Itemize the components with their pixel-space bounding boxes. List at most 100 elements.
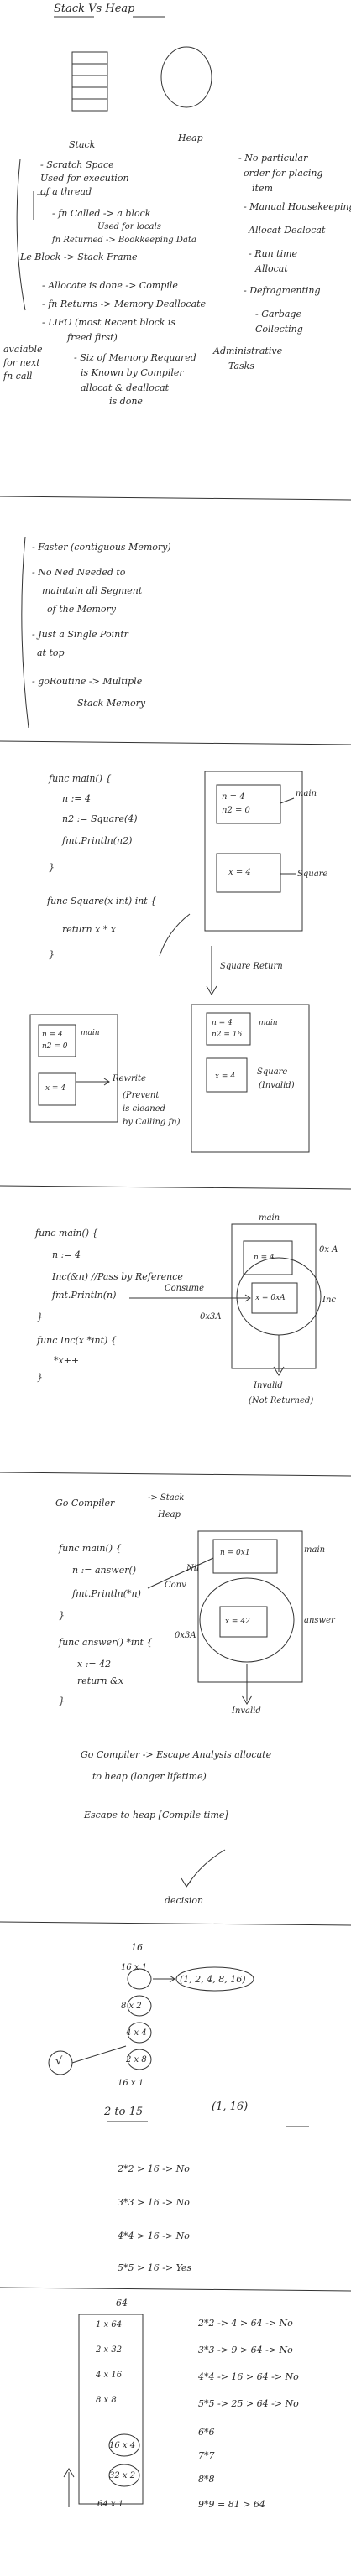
code-line: n2 := Square(4) — [62, 813, 138, 824]
heap-note: Collecting — [255, 324, 303, 335]
stack-advantage: - Just a Single Pointr — [32, 629, 128, 640]
code-line: n := 4 — [52, 1249, 81, 1260]
frame-main-mid — [38, 1024, 76, 1057]
decision-arrow — [186, 1849, 226, 1888]
frame-value: x = 0xA — [255, 1294, 286, 1302]
frame-value: x = 4 — [228, 868, 251, 877]
stack-note: - fn Called -> a block — [52, 208, 151, 219]
side-note: avaiable — [3, 344, 43, 355]
factor-pair: 16 x 1 — [118, 2079, 144, 2088]
stack-note: - fn Returns -> Memory Deallocate — [42, 299, 207, 309]
frame-main-after — [206, 1012, 251, 1046]
compiler-note: Escape to heap [Compile time] — [84, 1810, 228, 1820]
code-line: } — [49, 862, 55, 873]
stack-box-mid — [29, 1014, 118, 1123]
sqrt-symbol: √ — [55, 2055, 63, 2068]
compiler-note: to heap (longer lifetime) — [92, 1771, 207, 1782]
code-line: fmt.Println(n2) — [62, 835, 133, 846]
stack-label: Stack — [69, 139, 96, 150]
frame-value: n2 = 0 — [222, 806, 250, 815]
heap-note: - Garbage — [255, 309, 301, 319]
code-line: } — [59, 1696, 65, 1706]
frame-value: n2 = 16 — [212, 1031, 243, 1039]
frame-label: main — [304, 1545, 326, 1555]
stack-note: - Siz of Memory Requared — [74, 352, 196, 363]
factor-pair: 32 x 2 — [109, 2471, 136, 2480]
check-line: 3*3 -> 9 > 64 -> No — [198, 2345, 293, 2355]
factor-pair: 8 x 2 — [121, 2002, 142, 2011]
check-line: 9*9 = 81 > 64 — [198, 2499, 265, 2510]
heap-note: item — [252, 183, 273, 194]
stack-note: fn Returned -> Bookkeeping Data — [52, 236, 196, 245]
heap-note: order for placing — [244, 168, 323, 179]
side-bracket — [16, 158, 26, 311]
frame-answer-circle — [199, 1577, 295, 1663]
stack-note: is Known by Compiler — [81, 367, 184, 378]
stack-note: Le Block -> Stack Frame — [20, 252, 138, 262]
code-line: func answer() *int { — [59, 1637, 153, 1648]
factor-box — [78, 2314, 144, 2505]
annotation: by Calling fn) — [123, 1118, 181, 1127]
frame-answer — [219, 1606, 268, 1638]
frame-main-answer — [212, 1539, 278, 1574]
arrow-label: Consume — [165, 1284, 205, 1293]
factor-pair: 2 x 32 — [96, 2345, 123, 2355]
factor-pair: 64 x 1 — [97, 2500, 124, 2509]
frame-value: n = 4 — [42, 1031, 63, 1039]
check-line: 6*6 — [198, 2427, 215, 2438]
factor-pair: 2 x 8 — [126, 2055, 147, 2064]
stack-note: of a thread — [40, 186, 92, 197]
stack-box-inc — [231, 1223, 317, 1369]
stack-advantage: - goRoutine -> Multiple — [32, 676, 143, 687]
code-line: func Inc(x *int) { — [37, 1335, 117, 1346]
frame-label: Square — [297, 870, 328, 879]
divider — [0, 740, 351, 745]
stack-note: allocat & deallocat — [81, 382, 170, 393]
section-title: -> Stack — [148, 1493, 185, 1503]
code-line: } — [37, 1372, 43, 1383]
frame-value: x = 4 — [215, 1072, 236, 1081]
heap-note: Administrative — [213, 345, 283, 356]
side-note: fn call — [3, 371, 33, 382]
side-note: for next — [3, 357, 40, 368]
code-line: return x * x — [62, 924, 117, 935]
stack-note: - LIFO (most Recent block is — [42, 317, 176, 328]
page-title: Stack Vs Heap — [54, 3, 135, 15]
code-line: func main() { — [59, 1543, 122, 1554]
stack-advantage: - Faster (contiguous Memory) — [32, 542, 171, 553]
frame-label: (Invalid) — [259, 1081, 295, 1090]
check-line: 8*8 — [198, 2474, 215, 2485]
factor-pair: 1 x 64 — [96, 2320, 123, 2329]
section-title: Go Compiler — [55, 1498, 115, 1509]
frame-value: n = 4 — [254, 1254, 275, 1262]
frame-value: n = 0x1 — [220, 1549, 250, 1557]
arrow-label: Conv — [165, 1581, 186, 1590]
check-line: 4*4 -> 16 > 64 -> No — [198, 2371, 299, 2382]
frame-main-before — [216, 784, 281, 824]
code-line: fmt.Println(*n) — [72, 1588, 141, 1599]
code-line: fmt.Println(n) — [52, 1290, 117, 1301]
stack-advantage: Stack Memory — [77, 698, 146, 709]
frame-value: n = 4 — [222, 792, 245, 802]
code-line: func main() { — [35, 1228, 98, 1239]
code-line: n := answer() — [72, 1565, 137, 1576]
check-line: 5*5 > 16 -> Yes — [118, 2262, 192, 2273]
compiler-note: decision — [165, 1895, 204, 1906]
frame-label: main — [81, 1029, 100, 1037]
factor-pair: 16 x 1 — [121, 1963, 148, 1972]
code-line: } — [59, 1610, 65, 1621]
check-line: 4*4 > 16 -> No — [118, 2231, 190, 2241]
compiler-note: Go Compiler -> Escape Analysis allocate — [81, 1749, 272, 1760]
divider — [0, 2287, 351, 2292]
stack-note: freed first) — [67, 332, 118, 343]
frame-x-mid — [38, 1072, 76, 1106]
heap-note: - Run time — [249, 248, 298, 259]
divider — [0, 1921, 351, 1926]
code-line: n := 4 — [62, 793, 91, 804]
factor-set-circle — [176, 1966, 254, 1992]
code-line: } — [37, 1311, 43, 1322]
frame-label: Square — [257, 1067, 288, 1077]
stack-note: Used for locals — [97, 222, 161, 231]
